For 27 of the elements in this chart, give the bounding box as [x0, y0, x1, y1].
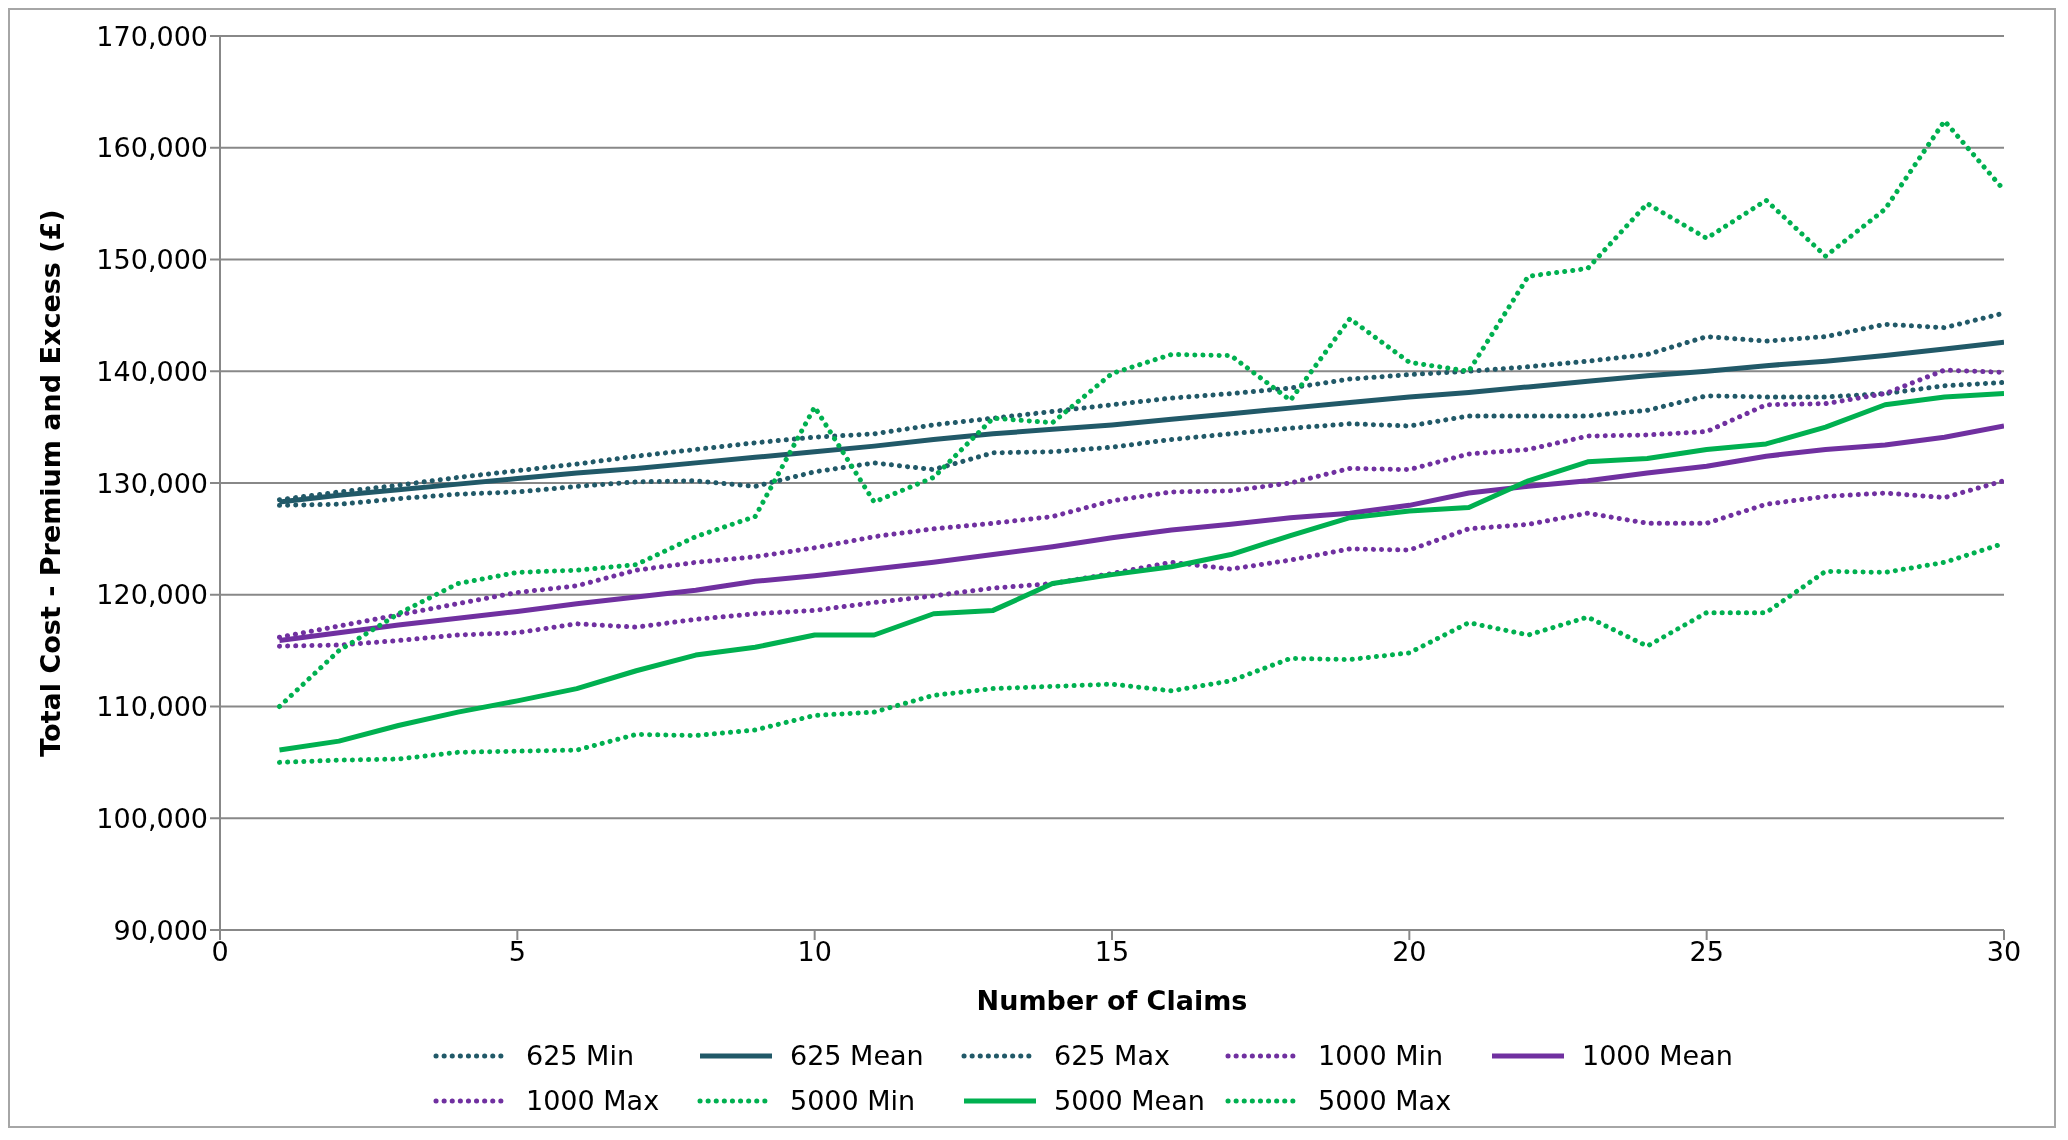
y-tick-label: 90,000: [113, 914, 208, 946]
y-tick-label: 140,000: [96, 355, 208, 387]
y-tick-label: 100,000: [96, 802, 208, 834]
x-tick-label: 10: [797, 936, 832, 968]
legend-label: 5000 Mean: [1054, 1085, 1205, 1116]
x-tick-label: 15: [1094, 936, 1130, 968]
legend-label: 1000 Max: [526, 1085, 660, 1116]
legend-label: 1000 Mean: [1582, 1040, 1733, 1071]
x-axis-title: Number of Claims: [976, 985, 1248, 1016]
x-tick-label: 30: [1986, 936, 2022, 968]
y-tick-label: 120,000: [96, 579, 208, 611]
y-tick-label: 130,000: [96, 467, 208, 499]
y-tick-label: 160,000: [96, 132, 208, 164]
legend-label: 625 Min: [526, 1040, 635, 1071]
legend-label: 625 Mean: [790, 1040, 924, 1071]
x-tick-label: 0: [211, 936, 229, 968]
legend-label: 1000 Min: [1318, 1040, 1444, 1071]
x-tick-label: 20: [1392, 936, 1427, 968]
y-tick-label: 110,000: [96, 691, 208, 723]
y-axis-title: Total Cost - Premium and Excess (£): [34, 209, 66, 757]
legend-label: 5000 Max: [1318, 1085, 1452, 1116]
x-tick-label: 25: [1689, 936, 1724, 968]
legend-label: 625 Max: [1054, 1040, 1170, 1071]
y-tick-label: 170,000: [96, 20, 208, 52]
legend-label: 5000 Min: [790, 1085, 916, 1116]
x-tick-label: 5: [508, 936, 526, 968]
y-tick-label: 150,000: [96, 244, 208, 276]
